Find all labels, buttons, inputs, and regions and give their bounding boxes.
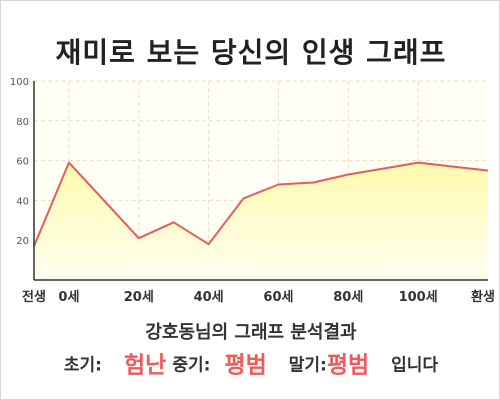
y-tick-label-4: 100 xyxy=(10,77,29,88)
x-tick-label-6: 100세 xyxy=(399,290,438,305)
closing-text: 입니다 xyxy=(391,355,439,376)
x-tick-label-4: 60세 xyxy=(263,290,293,305)
x-tick-labels: 전생 0세 20세 40세 60세 80세 100세 환생 xyxy=(22,289,495,305)
early-period-value: 험난 xyxy=(124,352,167,379)
x-tick-label-2: 20세 xyxy=(124,290,154,305)
life-graph-chart: 20 40 60 80 100 전생 0세 20세 40세 60세 80세 100세 환생 xyxy=(10,77,495,305)
summary-result-line: 초기: 험난 중기: 평범 말기:평범 입니다 xyxy=(1,347,500,383)
life-area xyxy=(34,162,488,280)
middle-period-label: 중기: xyxy=(172,355,211,376)
life-line xyxy=(33,161,489,247)
page-title: 재미로 보는 당신의 인생 그래프 xyxy=(55,36,447,69)
y-tick-label-1: 40 xyxy=(16,196,29,207)
middle-period-value: 평범 xyxy=(224,352,267,379)
x-tick-label-0: 전생 xyxy=(22,289,46,305)
late-period-value: 평범 xyxy=(326,352,370,379)
early-period-label: 초기: xyxy=(63,355,102,376)
y-tick-label-0: 20 xyxy=(16,236,29,247)
summary-heading: 강호동님의 그래프 분석결과 xyxy=(145,322,357,343)
y-tick-label-3: 80 xyxy=(16,117,29,128)
late-period-label: 말기: xyxy=(288,355,327,376)
x-tick-label-3: 40세 xyxy=(194,290,224,305)
y-tick-label-2: 60 xyxy=(16,157,29,168)
x-tick-label-7: 환생 xyxy=(471,289,495,305)
y-tick-labels: 20 40 60 80 100 xyxy=(10,77,29,247)
x-tick-label-5: 80세 xyxy=(333,290,363,305)
x-tick-label-1: 0세 xyxy=(58,290,79,305)
